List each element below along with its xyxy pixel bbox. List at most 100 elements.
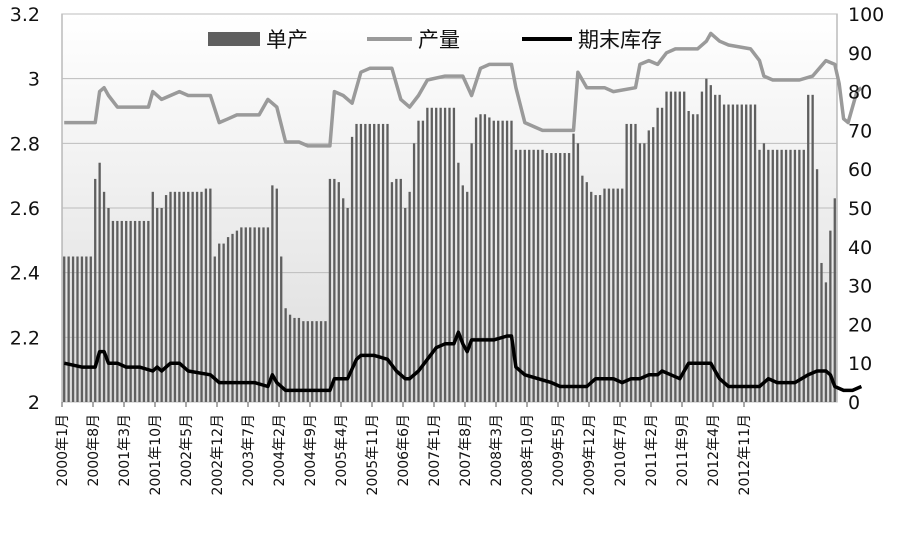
bar-danchan	[523, 149, 526, 402]
bar-danchan	[346, 208, 349, 402]
x-tick-label: 2010年7月	[613, 414, 629, 487]
bar-danchan	[147, 220, 150, 402]
bar-danchan	[324, 321, 327, 402]
bar-danchan	[293, 317, 296, 402]
right-tick-label: 50	[848, 198, 872, 220]
right-tick-label: 0	[848, 392, 860, 414]
x-tick-label: 2012年4月	[706, 414, 722, 487]
bar-danchan	[164, 195, 168, 402]
x-tick-label: 2009年5月	[551, 414, 567, 487]
bar-danchan	[793, 149, 797, 402]
bar-danchan	[501, 120, 504, 402]
bar-danchan	[102, 191, 106, 402]
bar-danchan	[536, 149, 540, 402]
left-tick-label: 2.4	[10, 263, 40, 285]
x-tick-label: 2007年1月	[427, 414, 443, 487]
bar-danchan	[240, 227, 243, 402]
legend-label-chanliang: 产量	[418, 28, 460, 52]
bar-danchan	[435, 107, 438, 403]
bar-danchan	[160, 208, 163, 402]
bar-danchan	[758, 149, 761, 402]
bar-danchan	[616, 188, 619, 402]
bar-danchan	[563, 153, 566, 402]
bars-danchan	[63, 78, 836, 403]
bar-danchan	[528, 149, 531, 402]
x-tick-label: 2004年2月	[272, 414, 288, 487]
left-tick-label: 2.8	[10, 133, 40, 155]
left-axis-ticks: 2 2.2 2.4 2.6 2.8 3 3.2	[10, 4, 40, 414]
bar-danchan	[687, 111, 690, 402]
bar-danchan	[483, 114, 487, 402]
x-tick-label: 2012年11月	[737, 414, 753, 495]
left-tick-label: 2.6	[10, 198, 40, 220]
bar-danchan	[479, 114, 482, 402]
bar-danchan	[111, 220, 115, 402]
right-tick-label: 10	[848, 353, 872, 375]
bar-danchan	[271, 185, 274, 402]
bar-danchan	[784, 149, 788, 402]
bar-danchan	[815, 169, 819, 402]
bar-danchan	[678, 91, 681, 402]
right-tick-label: 90	[848, 43, 872, 65]
bar-danchan	[381, 123, 385, 402]
bar-danchan	[466, 191, 469, 402]
bar-danchan	[315, 321, 318, 402]
bar-danchan	[448, 107, 451, 403]
bar-danchan	[607, 188, 611, 402]
x-tick-label: 2005年11月	[365, 414, 381, 495]
bar-danchan	[249, 227, 252, 402]
bar-danchan	[67, 256, 70, 402]
bar-danchan	[120, 220, 123, 402]
x-tick-label: 2011年2月	[644, 414, 660, 487]
bar-danchan	[125, 220, 128, 402]
right-tick-label: 30	[848, 276, 872, 298]
bar-danchan	[824, 282, 828, 402]
bar-danchan	[594, 195, 597, 402]
bar-danchan	[204, 188, 208, 402]
bar-danchan	[683, 91, 686, 402]
bar-danchan	[116, 220, 119, 402]
bar-danchan	[288, 314, 292, 402]
bar-danchan	[280, 256, 283, 402]
bar-danchan	[311, 321, 314, 402]
bar-danchan	[488, 117, 491, 402]
bar-danchan	[621, 188, 624, 402]
right-tick-label: 100	[848, 4, 884, 26]
bar-danchan	[638, 143, 642, 403]
bar-danchan	[643, 143, 646, 403]
bar-danchan	[625, 123, 628, 402]
bar-danchan	[156, 208, 159, 402]
bar-danchan	[753, 104, 757, 403]
bar-danchan	[200, 191, 203, 402]
bar-danchan	[696, 114, 699, 402]
bar-danchan	[430, 107, 433, 403]
bar-danchan	[359, 123, 363, 402]
bar-danchan	[647, 130, 650, 402]
bar-danchan	[749, 104, 752, 403]
bar-danchan	[355, 123, 358, 402]
bar-danchan	[767, 149, 770, 402]
bar-danchan	[492, 120, 495, 402]
right-tick-label: 70	[848, 120, 872, 142]
bar-danchan	[231, 233, 234, 402]
bar-danchan	[771, 149, 774, 402]
bar-danchan	[590, 191, 593, 402]
bar-danchan	[94, 178, 97, 402]
bar-danchan	[390, 182, 394, 402]
bar-danchan	[802, 149, 805, 402]
bar-danchan	[776, 149, 779, 402]
bar-danchan	[373, 123, 376, 402]
bar-danchan	[262, 227, 265, 402]
bar-danchan	[727, 104, 730, 403]
right-tick-label: 40	[848, 237, 872, 259]
bar-danchan	[660, 107, 664, 403]
line-qimokucun	[63, 330, 863, 393]
bar-danchan	[629, 123, 633, 402]
bar-danchan	[412, 143, 416, 403]
bar-danchan	[426, 107, 429, 403]
bar-danchan	[829, 230, 832, 402]
bar-danchan	[209, 188, 212, 402]
bar-danchan	[142, 220, 146, 402]
bar-danchan	[510, 120, 513, 402]
